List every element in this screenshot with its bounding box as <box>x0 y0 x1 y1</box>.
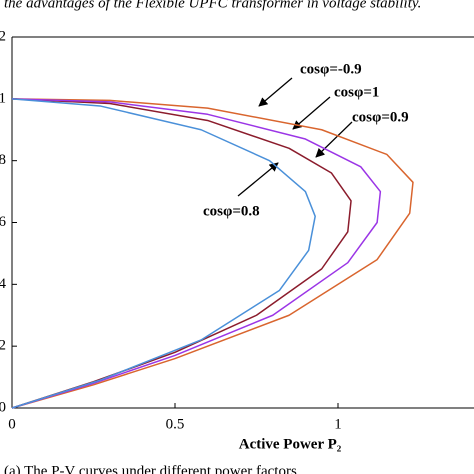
caption: (a) The P-V curves under different power… <box>4 463 297 474</box>
line-series <box>11 98 414 409</box>
line-series <box>11 98 382 409</box>
annotation: cosφ=-0.9 <box>300 61 362 77</box>
y-tick-label: 0.2 <box>0 338 6 354</box>
x-tick-label: 0 <box>8 416 16 432</box>
line-series <box>11 98 316 409</box>
arrow <box>237 162 279 197</box>
y-tick-label: 0 <box>0 399 6 415</box>
y-tick-label: 1 <box>0 90 6 106</box>
top-text: the advantages of the Flexible UPFC tran… <box>4 0 421 11</box>
arrow <box>258 77 293 107</box>
arrows <box>237 77 353 197</box>
x-tick-label: 0.5 <box>166 416 185 432</box>
arrow <box>292 96 331 130</box>
annotation: cosφ=1 <box>334 84 379 100</box>
x-tick-label: 1 <box>334 416 342 432</box>
arrow <box>315 121 353 158</box>
y-tick-label: 0.6 <box>0 214 7 230</box>
y-tick-label: 1.2 <box>0 28 6 44</box>
line-series <box>11 98 352 409</box>
annotation: cosφ=0.9 <box>352 109 409 125</box>
x-axis-label: Active Power P₂ <box>239 436 342 452</box>
y-tick-label: 0.8 <box>0 152 6 168</box>
annotation: cosφ=0.8 <box>203 203 260 219</box>
y-tick-label: 0.4 <box>0 276 7 292</box>
